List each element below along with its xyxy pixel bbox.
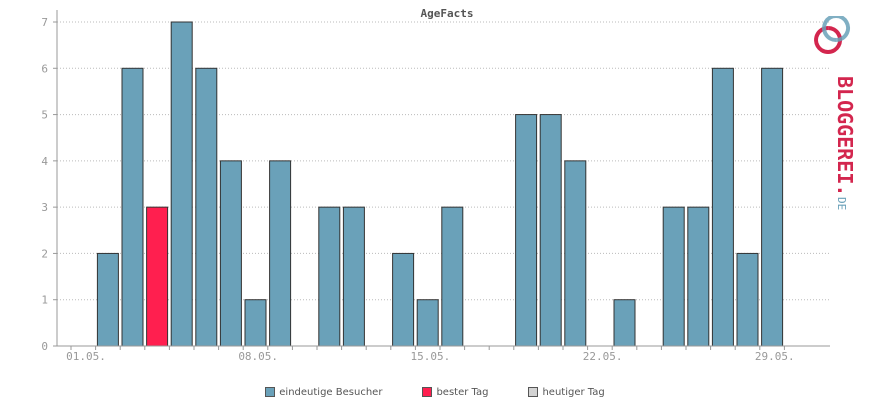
bar	[539, 114, 562, 347]
bar	[416, 299, 439, 347]
legend-swatch-visitors	[265, 387, 276, 397]
y-tick-label: 6	[41, 62, 48, 75]
chart-title: AgeFacts	[421, 7, 474, 20]
bar	[662, 206, 685, 347]
bar	[687, 206, 710, 347]
x-tick-label: 01.05.	[66, 350, 106, 363]
bar	[736, 252, 759, 347]
bar	[515, 114, 538, 347]
legend-item-best-day: bester Tag	[422, 384, 488, 400]
bar	[392, 252, 415, 347]
bar	[761, 67, 784, 347]
y-tick-label: 4	[41, 155, 48, 168]
x-tick-label: 15.05.	[411, 350, 451, 363]
bloggerei-logo: BLOGGEREI. DE	[800, 14, 870, 216]
y-tick-label: 3	[41, 201, 48, 214]
bar	[342, 206, 365, 347]
legend-item-today: heutiger Tag	[528, 384, 605, 400]
x-tick-label: 22.05.	[583, 350, 623, 363]
logo-text: BLOGGEREI.	[833, 76, 857, 196]
bar	[195, 67, 218, 347]
axes	[56, 10, 830, 347]
bar	[269, 160, 292, 347]
bar	[170, 21, 193, 347]
bar	[96, 252, 119, 347]
legend-label-today: heutiger Tag	[542, 386, 605, 398]
y-tick-label: 1	[41, 294, 48, 307]
y-tick-label: 0	[41, 340, 48, 353]
y-tick-label: 2	[41, 247, 48, 260]
bar	[441, 206, 464, 347]
bar	[711, 67, 734, 347]
bar	[244, 299, 267, 347]
x-tick-label: 29.05.	[755, 350, 795, 363]
bar	[146, 206, 169, 347]
x-tick-label: 08.05.	[238, 350, 278, 363]
bloggerei-logo-mark: BLOGGEREI. DE	[814, 14, 857, 210]
legend-label-best-day: bester Tag	[436, 386, 489, 398]
legend-swatch-today	[528, 387, 539, 397]
bar	[564, 160, 587, 347]
legend-item-visitors: eindeutige Besucher	[265, 384, 382, 400]
logo-suffix: DE	[835, 197, 848, 210]
y-tick-label: 5	[41, 109, 48, 122]
bar	[121, 67, 144, 347]
legend-label-visitors: eindeutige Besucher	[279, 386, 383, 398]
legend-swatch-best-day	[422, 387, 433, 397]
legend: eindeutige Besucher bester Tag heutiger …	[0, 384, 870, 400]
bars	[96, 21, 784, 347]
x-tick-labels: 01.05. 08.05. 15.05. 22.05. 29.05.	[66, 346, 795, 363]
y-tick-labels: 0 1 2 3 4 5 6 7	[41, 16, 57, 353]
bar	[219, 160, 242, 347]
bar	[318, 206, 341, 347]
y-tick-label: 7	[41, 16, 48, 29]
bar	[613, 299, 636, 347]
